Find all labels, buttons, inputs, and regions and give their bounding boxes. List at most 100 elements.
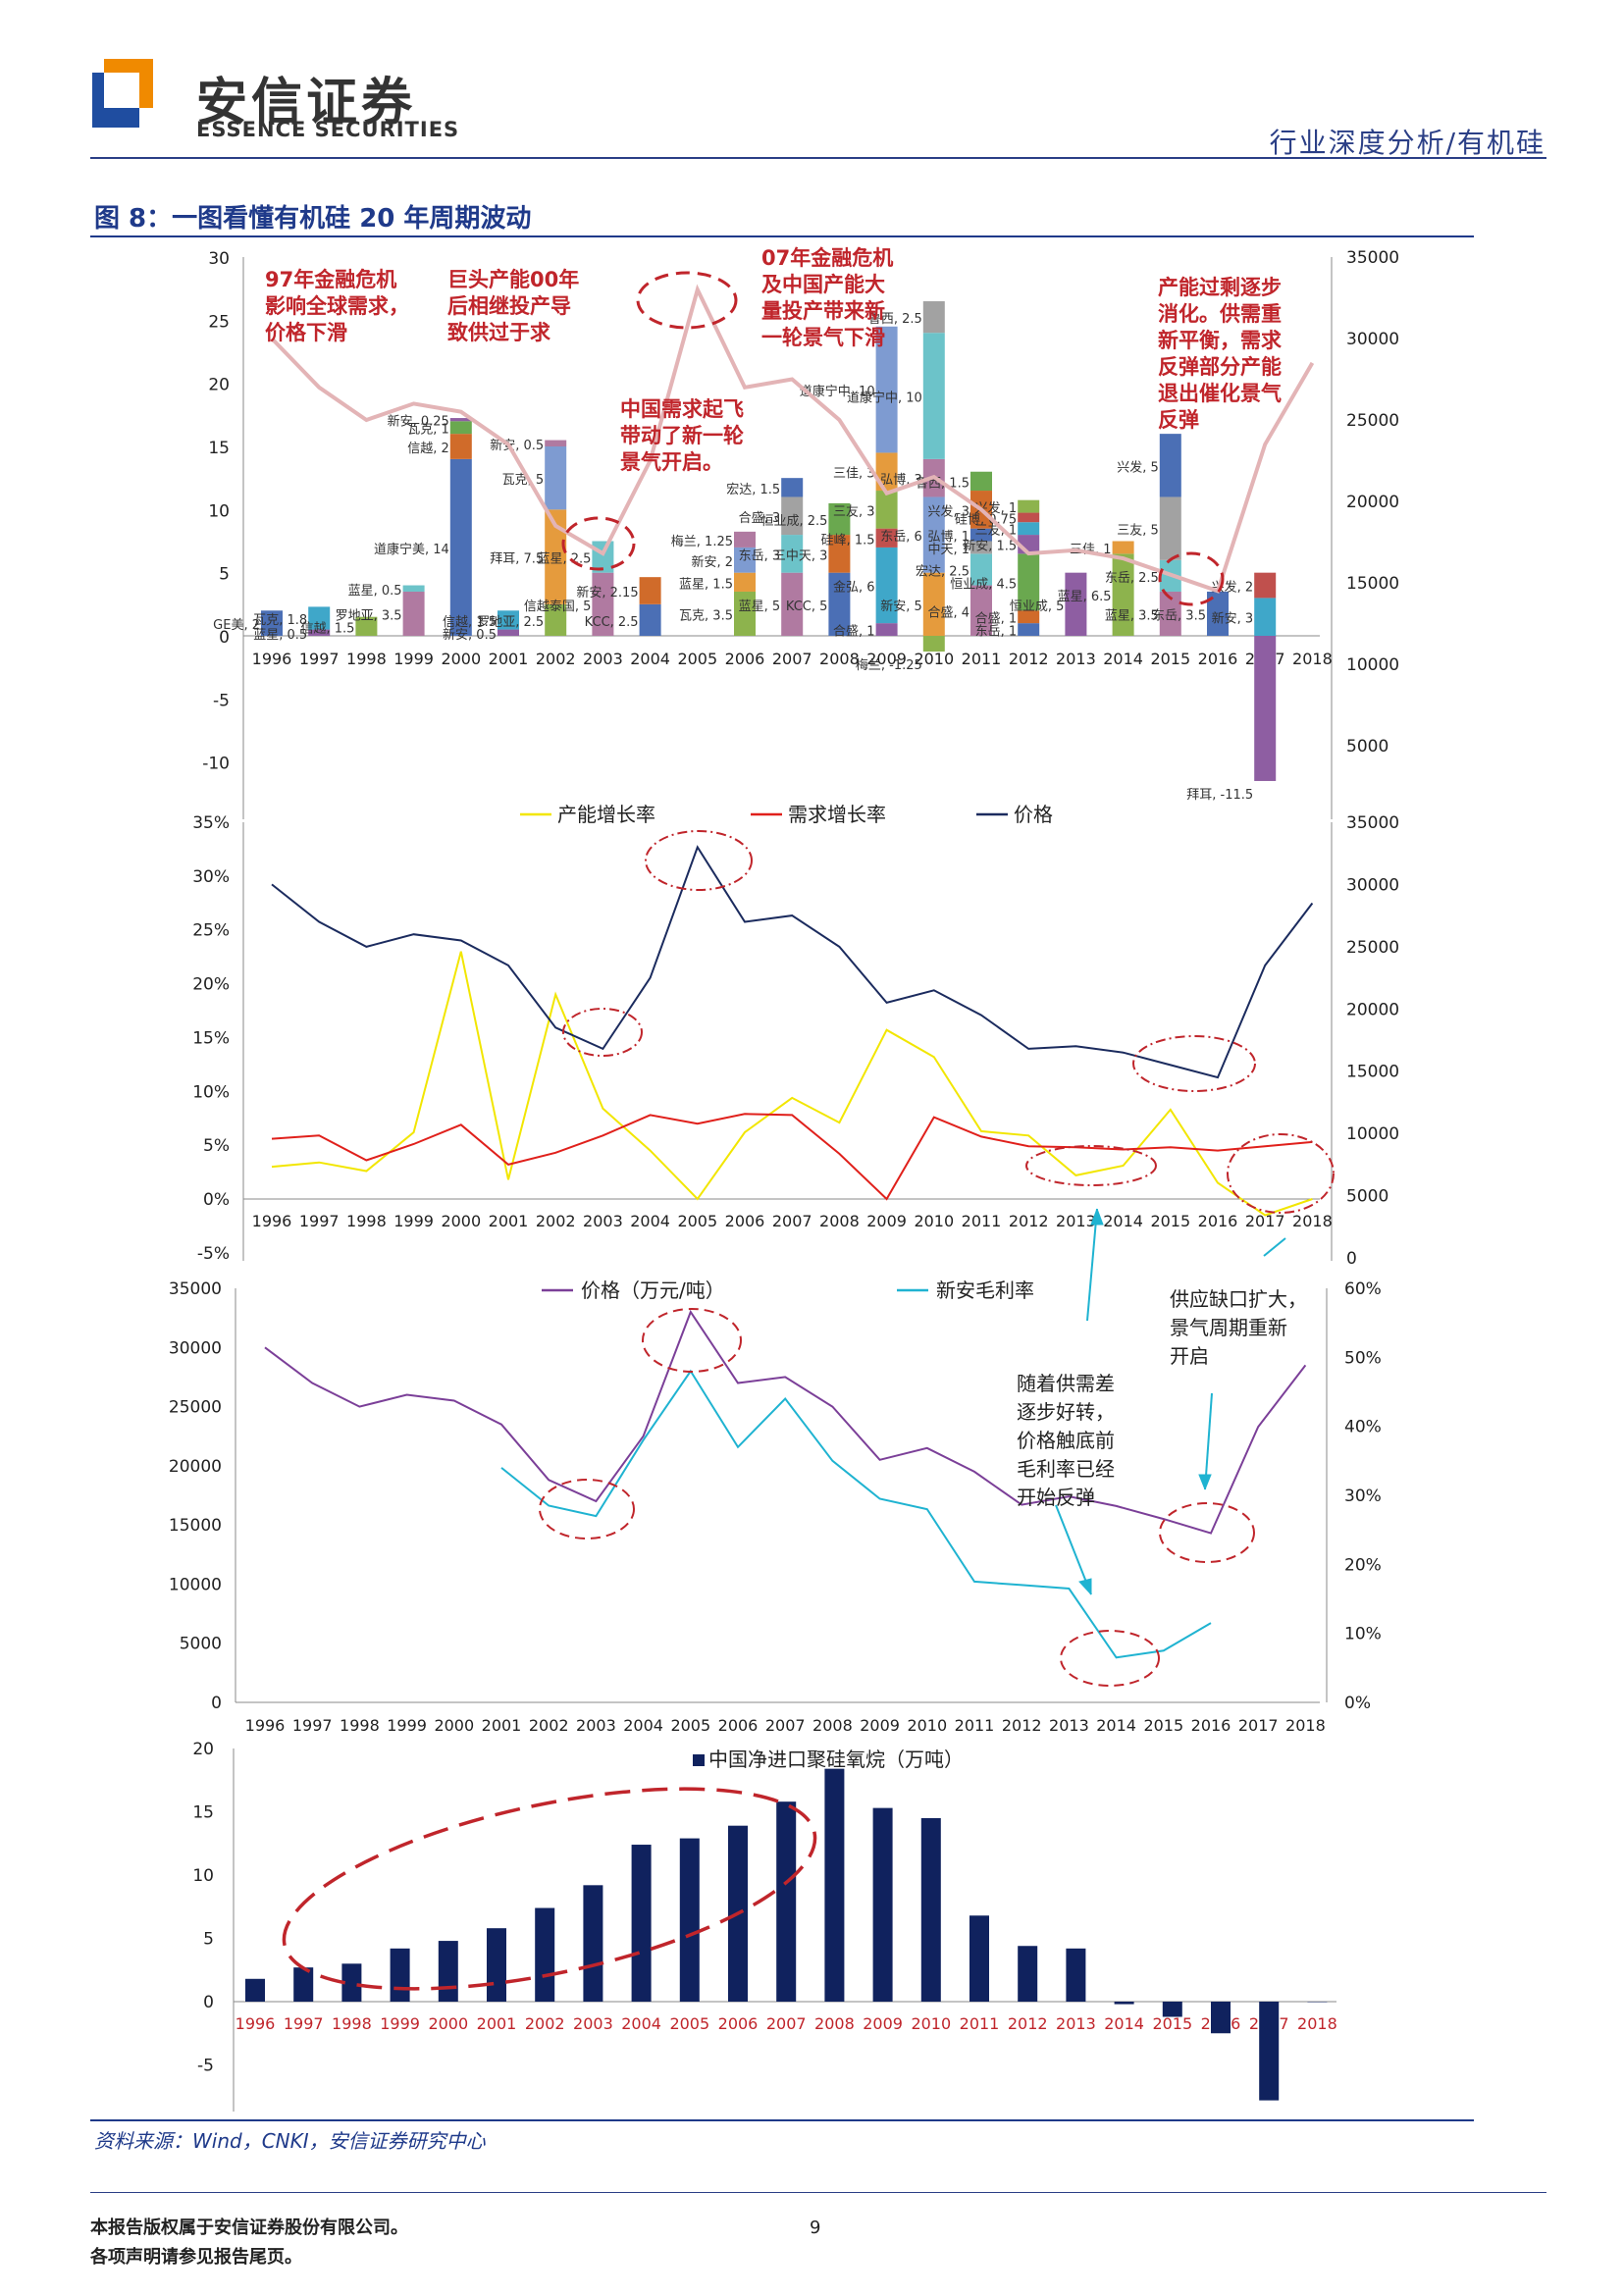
chart4-bar: [679, 1838, 700, 2002]
chart1-bar-label: 新安, 2: [691, 554, 733, 570]
chart1-bar-label: 信越泰国, 5: [524, 600, 592, 614]
chart2-legend-label: 产能增长率: [557, 803, 655, 826]
chart3-y-tick-right: 0%: [1344, 1694, 1371, 1713]
chart3-x-tick: 2000: [434, 1716, 474, 1735]
chart1-bar-label: 三中天, 3: [773, 548, 828, 563]
chart2-x-tick: 1997: [299, 1212, 340, 1230]
chart1-bar-label: 拜耳, 7.5: [490, 552, 544, 567]
chart3-y-tick-left: 0: [211, 1694, 222, 1713]
chart1-y-tick-left: 20: [208, 376, 230, 395]
chart1-bar-segment: [639, 577, 661, 604]
chart1-bar-label: 信越, 1.5: [443, 615, 497, 630]
chart1-bar-segment: [970, 471, 992, 492]
chart2-y-tick-right: 15000: [1346, 1063, 1399, 1082]
chart1-bar-segment: [308, 606, 331, 630]
chart3-x-tick: 2016: [1191, 1716, 1231, 1735]
chart4-x-tick: 2006: [718, 2014, 759, 2033]
chart4-x-tick: 1999: [380, 2014, 420, 2033]
chart1-bar-label: 梅兰, -1.25: [856, 658, 922, 673]
chart1-bar-label: 三友, 5: [1117, 523, 1159, 539]
chart1-bar-label: 瓦克, 3.5: [679, 608, 733, 623]
chart1-bar-segment: [498, 610, 519, 630]
chart3-y-tick-left: 35000: [169, 1279, 222, 1299]
chart1-bar-segment: [592, 572, 614, 636]
arrow-to-2014-margin-top: [1086, 1208, 1098, 1322]
chart4-x-tick: 2003: [573, 2014, 613, 2033]
chart1-x-tick: 2006: [725, 650, 765, 668]
chart1-y-tick-left: -10: [202, 755, 230, 774]
chart1-bar-segment: [545, 440, 567, 446]
chart2-y-tick-right: 10000: [1346, 1124, 1399, 1144]
chart1-y-tick-right: 5000: [1346, 737, 1388, 757]
chart4-highlight-growth: [282, 1787, 817, 1991]
chart4-bar: [341, 1963, 362, 2002]
chart1-bar-segment: [639, 603, 661, 636]
chart1-bar-segment: [402, 591, 425, 636]
chart4-x-tick: 2009: [863, 2014, 903, 2033]
chart1-bar-label: 硅博, 0.75: [955, 512, 1017, 527]
chart3-y-tick-left: 5000: [180, 1635, 222, 1654]
chart1-bar-segment: [875, 528, 898, 548]
chart1-x-tick: 2007: [772, 650, 812, 668]
chart2-x-tick: 2012: [1009, 1212, 1049, 1230]
chart3-y-tick-right: 40%: [1344, 1418, 1382, 1437]
chart1-bar-segment: [970, 553, 992, 586]
chart1-bar-label: 拜耳, -11.5: [1186, 788, 1253, 803]
chart3-y-tick-left: 30000: [169, 1338, 222, 1358]
chart1-bar-segment: [449, 418, 472, 422]
chart3-x-tick: 1997: [292, 1716, 333, 1735]
chart3-x-tick: 1998: [340, 1716, 380, 1735]
chart3-x-tick: 2014: [1096, 1716, 1136, 1735]
chart4-x-tick: 2010: [911, 2014, 951, 2033]
note-margin-rebound: 随着供需差 逐步好转， 价格触底前 毛利率已经 开始反弹: [1017, 1372, 1115, 1509]
chart2-y-tick-right: 20000: [1346, 1000, 1399, 1019]
chart2-x-tick: 2007: [772, 1212, 812, 1230]
chart4-legend-label: 中国净进口聚硅氧烷（万吨）: [708, 1748, 964, 1771]
chart4-x-tick: 2013: [1056, 2014, 1096, 2033]
chart2-x-tick: 2016: [1198, 1212, 1238, 1230]
chart1-bar-label: 道康宁中, 10: [800, 384, 875, 399]
arrow-to-2016-price: [1204, 1392, 1213, 1490]
chart1-bar-label: 蓝星, 3.5: [1105, 608, 1159, 623]
chart1-x-tick: 1998: [346, 650, 387, 668]
chart4-bar: [1259, 2002, 1280, 2101]
chart1-bar-segment: [1254, 572, 1277, 599]
arrow-head: [1090, 1208, 1104, 1226]
chart2-y-tick-left: 25%: [192, 921, 230, 941]
report-category: 行业深度分析/有机硅: [1269, 127, 1545, 159]
chart1-highlight-2005: [636, 271, 738, 330]
chart1-bar-label: 三佳, 3: [833, 467, 875, 482]
chart1-bar-segment: [308, 629, 331, 636]
chart4-x-tick: 1998: [332, 2014, 372, 2033]
chart2-highlight-2014: [1025, 1145, 1157, 1186]
chart3-y-tick-left: 15000: [169, 1516, 222, 1536]
chart1-bar-segment: [1018, 499, 1040, 513]
chart1-bar-segment: [875, 452, 898, 492]
chart1-x-tick: 1996: [252, 650, 292, 668]
chart2-x-tick: 2011: [962, 1212, 1002, 1230]
chart4-x-tick: 1996: [236, 2014, 276, 2033]
annotation-2000-oversupply: 巨头产能00年 后相继投产导 致供过于求: [447, 268, 580, 344]
chart1-bar-segment: [449, 434, 472, 459]
chart4-bar: [535, 1907, 555, 2002]
footer-disclaimer: 各项声明请参见报告尾页。: [90, 2247, 302, 2268]
chart1-bar-segment: [875, 623, 898, 636]
chart1-bar-segment: [781, 478, 804, 497]
chart4-x-tick: 2012: [1008, 2014, 1048, 2033]
company-logo: [92, 59, 153, 128]
chart1-bar-label: 道康宁美, 14: [374, 542, 449, 557]
chart2-x-tick: 2008: [819, 1212, 860, 1230]
page-number: 9: [810, 2218, 821, 2238]
chart1-bar-label: 蓝星, 1.5: [679, 577, 733, 592]
chart1-bar-segment: [1018, 512, 1040, 523]
chart1-x-tick: 2004: [630, 650, 670, 668]
chart4-y-tick: 0: [203, 1993, 214, 2012]
chart2-y-tick-right: 0: [1346, 1249, 1357, 1269]
chart1-bar-segment: [545, 509, 567, 604]
chart1-bar-segment: [781, 572, 804, 636]
chart1-bar-segment: [922, 496, 945, 573]
chart1-bar-label: 新安, 2.15: [576, 585, 638, 600]
chart1-bar-segment: [545, 446, 567, 510]
chart4-bar: [824, 1768, 845, 2002]
